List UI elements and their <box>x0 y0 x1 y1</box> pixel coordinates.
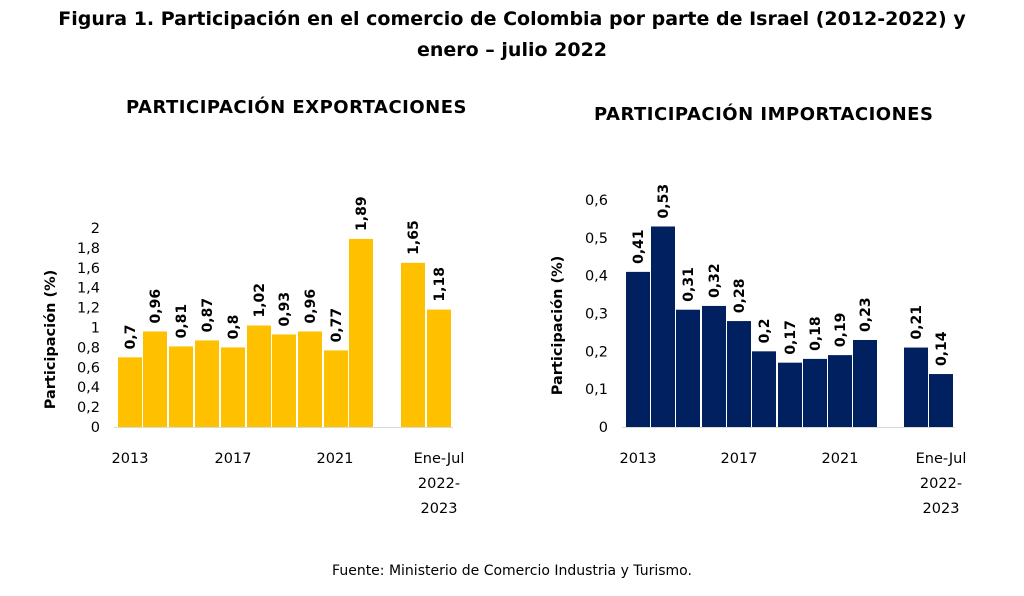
y-tick-label: 0 <box>91 420 100 436</box>
y-tick-label: 0,2 <box>77 400 100 416</box>
data-label: 0,14 <box>934 331 950 366</box>
x-tick-label: 2013 <box>620 451 657 467</box>
y-tick-label: 0,4 <box>585 269 608 285</box>
data-label: 0,96 <box>148 289 164 324</box>
source-note: Fuente: Ministerio de Comercio Industria… <box>332 563 692 579</box>
data-label: 0,77 <box>329 308 345 343</box>
y-tick-label: 0,6 <box>77 360 100 376</box>
bar <box>929 374 953 427</box>
figure-title-line-2: enero – julio 2022 <box>416 39 608 61</box>
y-tick-label: 1,4 <box>77 281 100 297</box>
data-label: 1,89 <box>354 196 370 231</box>
figure-title: Figura 1. Participación en el comercio d… <box>0 4 1024 66</box>
bar <box>853 339 877 427</box>
data-label: 0,28 <box>732 279 748 314</box>
x-tick-label: 2021 <box>822 451 859 467</box>
data-label: 0,2 <box>757 319 773 344</box>
bar <box>221 347 245 427</box>
data-label: 0,87 <box>200 298 216 333</box>
bar <box>272 334 296 427</box>
y-tick-label: 0,8 <box>77 340 100 356</box>
x-tick-label: 2017 <box>215 451 252 467</box>
y-tick-label: 0,6 <box>585 193 608 209</box>
y-tick-label: 1,8 <box>77 241 100 257</box>
bar <box>778 362 802 427</box>
data-label: 0,41 <box>631 229 647 264</box>
bar <box>247 325 271 427</box>
y-tick-label: 0,2 <box>585 344 608 360</box>
data-label: 0,93 <box>277 292 293 327</box>
data-label: 0,7 <box>123 325 139 350</box>
bar <box>427 309 451 427</box>
x-tick-label: 2023 <box>923 501 960 517</box>
bar <box>401 262 425 427</box>
bar <box>118 357 142 427</box>
x-tick-label: 2013 <box>112 451 149 467</box>
x-tick-label: 2017 <box>721 451 758 467</box>
bar <box>803 358 827 427</box>
y-tick-label: 0,5 <box>585 231 608 247</box>
figure-title-line-1: Figura 1. Participación en el comercio d… <box>58 8 966 30</box>
y-tick-label: 1 <box>91 321 100 337</box>
data-label: 0,53 <box>656 184 672 219</box>
x-tick-label: Ene-Jul <box>916 451 967 467</box>
y-tick-label: 1,2 <box>77 301 100 317</box>
bar <box>169 346 193 427</box>
y-tick-label: 0,4 <box>77 380 100 396</box>
y-tick-label: 0,3 <box>585 307 608 323</box>
bar <box>195 340 219 427</box>
bar <box>676 309 700 427</box>
data-label: 0,81 <box>174 304 190 339</box>
bar <box>651 226 675 427</box>
bar <box>626 271 650 427</box>
bar <box>904 347 928 427</box>
data-label: 0,8 <box>226 315 242 340</box>
y-tick-label: 0 <box>599 420 608 436</box>
data-label: 0,18 <box>808 316 824 351</box>
data-label: 0,96 <box>303 289 319 324</box>
data-label: 0,31 <box>681 267 697 302</box>
x-tick-label: 2022- <box>418 476 460 492</box>
bar <box>143 331 167 427</box>
y-tick-label: 2 <box>91 221 100 237</box>
bar <box>349 238 373 427</box>
data-label: 1,18 <box>432 267 448 302</box>
data-label: 0,21 <box>909 305 925 340</box>
x-tick-label: 2023 <box>421 501 458 517</box>
y-tick-label: 0,1 <box>585 382 608 398</box>
bar <box>324 350 348 427</box>
bar <box>298 331 322 427</box>
x-tick-label: Ene-Jul <box>414 451 465 467</box>
data-label: 0,32 <box>707 263 723 298</box>
data-label: 0,19 <box>833 313 849 348</box>
data-label: 1,02 <box>252 283 268 318</box>
bar <box>702 305 726 427</box>
bar <box>727 321 751 427</box>
data-label: 0,17 <box>783 320 799 355</box>
bar <box>752 351 776 427</box>
y-axis-label: Participación (%) <box>550 256 566 396</box>
data-label: 1,65 <box>406 220 422 255</box>
y-axis-label: Participación (%) <box>43 270 59 410</box>
x-tick-label: 2022- <box>920 476 962 492</box>
exports-chart-title: PARTICIPACIÓN EXPORTACIONES <box>126 97 467 118</box>
y-tick-label: 1,6 <box>77 261 100 277</box>
bar <box>828 355 852 427</box>
imports-chart-title: PARTICIPACIÓN IMPORTACIONES <box>594 104 934 125</box>
x-tick-label: 2021 <box>317 451 354 467</box>
data-label: 0,23 <box>858 297 874 332</box>
